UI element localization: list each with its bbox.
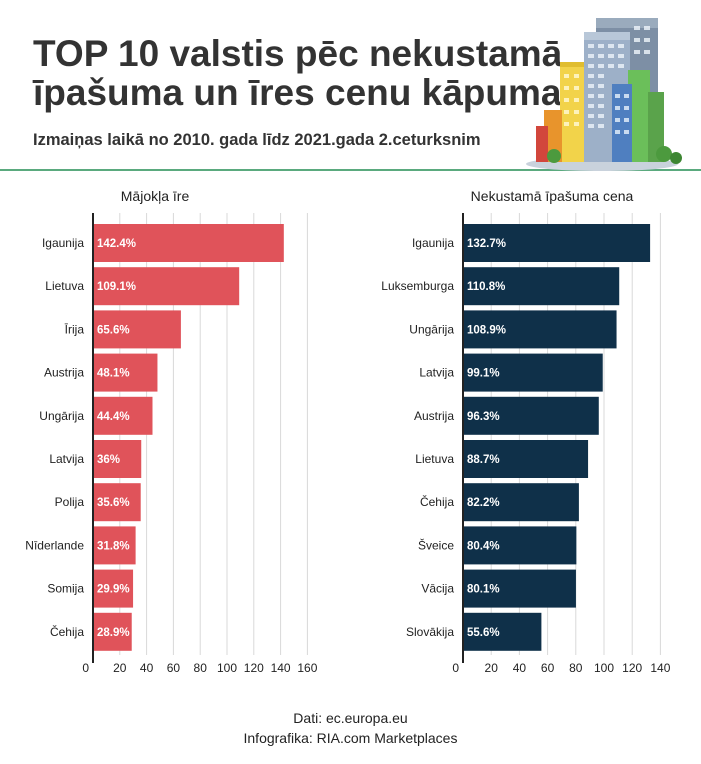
apartment-building-icon (526, 18, 682, 171)
rent-bar (93, 353, 158, 392)
price-bar (463, 396, 599, 435)
price-tick-label: 140 (650, 661, 670, 675)
rent-chart: Mājokļa īre Igaunija 142.4% Lietuva 109.1% Īr… (25, 188, 317, 675)
rent-value-label: 35.6% (97, 497, 130, 509)
data-source: Dati: ec.europa.eu (293, 710, 408, 726)
price-category-label: Šveice (418, 537, 454, 552)
bar-charts: Mājokļa īre Igaunija 142.4% Lietuva 109.1% Īr… (25, 188, 670, 675)
infographic-credit: Infografika: RIA.com Marketplaces (243, 730, 458, 746)
price-value-label: 99.1% (467, 368, 500, 380)
rent-bar (93, 569, 134, 608)
price-bar (463, 224, 651, 262)
rent-value-label: 44.4% (97, 411, 130, 423)
rent-value-label: 36% (97, 454, 120, 466)
rent-bar (93, 526, 136, 565)
rent-category-label: Igaunija (42, 236, 84, 250)
price-tick-label: 120 (622, 661, 642, 675)
rent-value-label: 29.9% (97, 584, 130, 596)
rent-bar (93, 396, 153, 435)
price-value-label: 80.1% (467, 584, 500, 596)
rent-bar (93, 267, 240, 306)
rent-bar (93, 310, 181, 349)
rent-category-label: Nīderlande (25, 538, 84, 552)
rent-tick-label: 120 (244, 661, 264, 675)
price-bar (463, 569, 576, 608)
price-value-label: 108.9% (467, 324, 506, 336)
price-category-label: Slovākija (406, 625, 454, 639)
rent-category-label: Čehija (50, 624, 84, 639)
price-category-label: Lietuva (415, 452, 454, 466)
rent-bar (93, 612, 132, 651)
price-bar (463, 267, 620, 306)
price-value-label: 110.8% (467, 281, 505, 293)
price-value-label: 55.6% (467, 627, 500, 639)
rent-value-label: 109.1% (97, 281, 136, 293)
rent-tick-label: 160 (297, 661, 317, 675)
rent-bar (93, 224, 284, 262)
rent-value-label: 65.6% (97, 324, 130, 336)
rent-category-label: Īrija (65, 322, 85, 336)
footer: Dati: ec.europa.eu Infografika: RIA.com … (0, 708, 701, 748)
price-category-label: Vācija (421, 582, 454, 596)
rent-value-label: 142.4% (97, 238, 136, 250)
rent-tick-label: 60 (167, 661, 181, 675)
price-value-label: 96.3% (467, 411, 500, 423)
rent-category-label: Polija (55, 495, 85, 509)
price-bar (463, 526, 577, 565)
price-value-label: 82.2% (467, 497, 500, 509)
price-tick-label: 40 (513, 661, 527, 675)
price-tick-label: 80 (569, 661, 583, 675)
price-tick-label: 100 (594, 661, 614, 675)
price-category-label: Austrija (414, 409, 454, 423)
price-category-label: Ungārija (409, 322, 454, 336)
price-tick-label: 20 (485, 661, 499, 675)
price-bar (463, 612, 542, 651)
price-category-label: Čehija (420, 494, 454, 509)
price-bar (463, 310, 617, 349)
rent-category-label: Latvija (49, 452, 84, 466)
rent-tick-label: 20 (113, 661, 127, 675)
rent-value-label: 28.9% (97, 627, 130, 639)
rent-category-label: Ungārija (39, 409, 84, 423)
price-tick-label: 0 (452, 661, 459, 675)
rent-tick-label: 80 (194, 661, 208, 675)
page-title: TOP 10 valstis pēc nekustamā īpašuma un … (33, 33, 563, 113)
price-bar (463, 440, 589, 478)
price-value-label: 88.7% (467, 454, 500, 466)
rent-value-label: 48.1% (97, 368, 130, 380)
rent-category-label: Somija (47, 582, 84, 596)
rent-bar (93, 483, 141, 522)
rent-bar (93, 440, 142, 478)
price-chart: Nekustamā īpašuma cena Igaunija 132.7% Luks… (381, 188, 670, 675)
rent-category-label: Lietuva (45, 279, 84, 293)
price-category-label: Latvija (419, 366, 454, 380)
price-value-label: 132.7% (467, 238, 506, 250)
page-subtitle: Izmaiņas laikā no 2010. gada līdz 2021.g… (33, 131, 481, 149)
price-category-label: Luksemburga (381, 279, 454, 293)
rent-value-label: 31.8% (97, 540, 130, 552)
price-chart-title: Nekustamā īpašuma cena (471, 188, 634, 204)
rent-tick-label: 40 (140, 661, 154, 675)
price-tick-label: 60 (541, 661, 555, 675)
price-category-label: Igaunija (412, 236, 454, 250)
price-bar (463, 483, 579, 522)
rent-category-label: Austrija (44, 366, 84, 380)
rent-tick-label: 100 (217, 661, 237, 675)
price-bar (463, 353, 603, 392)
header-divider (0, 169, 701, 171)
rent-tick-label: 0 (82, 661, 89, 675)
rent-tick-label: 140 (271, 661, 291, 675)
rent-chart-title: Mājokļa īre (121, 188, 190, 204)
price-value-label: 80.4% (467, 540, 500, 552)
